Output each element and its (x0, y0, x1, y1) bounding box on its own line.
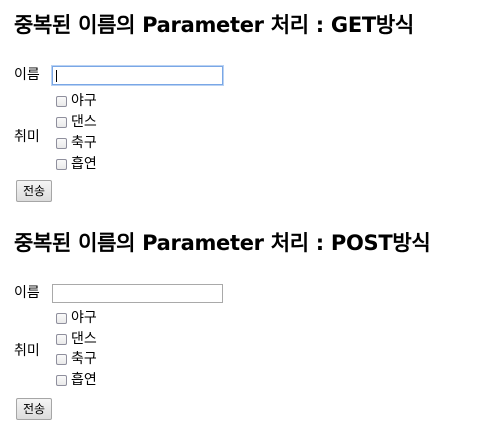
checkbox[interactable] (56, 312, 67, 324)
post-hobby-smoking[interactable]: 흡연 (56, 370, 97, 390)
get-form-section: 중복된 이름의 Parameter 처리 : GET방식 이름 취미 야구 댄스… (14, 12, 484, 212)
hobby-option-label: 야구 (71, 310, 97, 326)
get-hobby-baseball[interactable]: 야구 (56, 91, 97, 111)
hobby-option-label: 야구 (71, 93, 97, 109)
post-hobby-label: 취미 (14, 343, 40, 359)
get-form-title: 중복된 이름의 Parameter 처리 : GET방식 (14, 13, 414, 37)
hobby-option-label: 흡연 (71, 372, 97, 388)
get-name-row: 이름 (14, 64, 234, 86)
get-hobby-list: 야구 댄스 축구 흡연 (56, 91, 136, 175)
get-hobby-soccer[interactable]: 축구 (56, 133, 97, 153)
post-hobby-soccer[interactable]: 축구 (56, 349, 97, 369)
hobby-option-label: 축구 (71, 135, 97, 151)
checkbox[interactable] (56, 158, 67, 170)
checkbox[interactable] (56, 353, 67, 365)
checkbox[interactable] (56, 116, 67, 128)
post-submit-button[interactable]: 전송 (16, 398, 53, 420)
post-name-label: 이름 (14, 285, 40, 301)
checkbox[interactable] (56, 137, 67, 149)
get-hobby-dance[interactable]: 댄스 (56, 112, 97, 132)
checkbox[interactable] (56, 333, 67, 345)
get-name-label: 이름 (14, 67, 40, 83)
checkbox[interactable] (56, 374, 67, 386)
post-name-row: 이름 (14, 282, 234, 304)
post-hobby-dance[interactable]: 댄스 (56, 329, 97, 349)
hobby-option-label: 댄스 (71, 114, 97, 130)
post-form-title: 중복된 이름의 Parameter 처리 : POST방식 (14, 231, 431, 255)
hobby-option-label: 축구 (71, 351, 97, 367)
post-hobby-list: 야구 댄스 축구 흡연 (56, 308, 136, 392)
post-hobby-baseball[interactable]: 야구 (56, 308, 97, 328)
post-name-input[interactable] (52, 284, 223, 303)
checkbox[interactable] (56, 95, 67, 107)
get-hobby-label: 취미 (14, 129, 40, 145)
get-hobby-smoking[interactable]: 흡연 (56, 154, 97, 174)
post-form-section: 중복된 이름의 Parameter 처리 : POST방식 이름 취미 야구 댄… (14, 230, 489, 430)
text-caret (56, 70, 57, 82)
get-submit-button[interactable]: 전송 (16, 180, 53, 202)
hobby-option-label: 흡연 (71, 156, 97, 172)
hobby-option-label: 댄스 (71, 331, 97, 347)
get-name-input[interactable] (52, 66, 223, 85)
